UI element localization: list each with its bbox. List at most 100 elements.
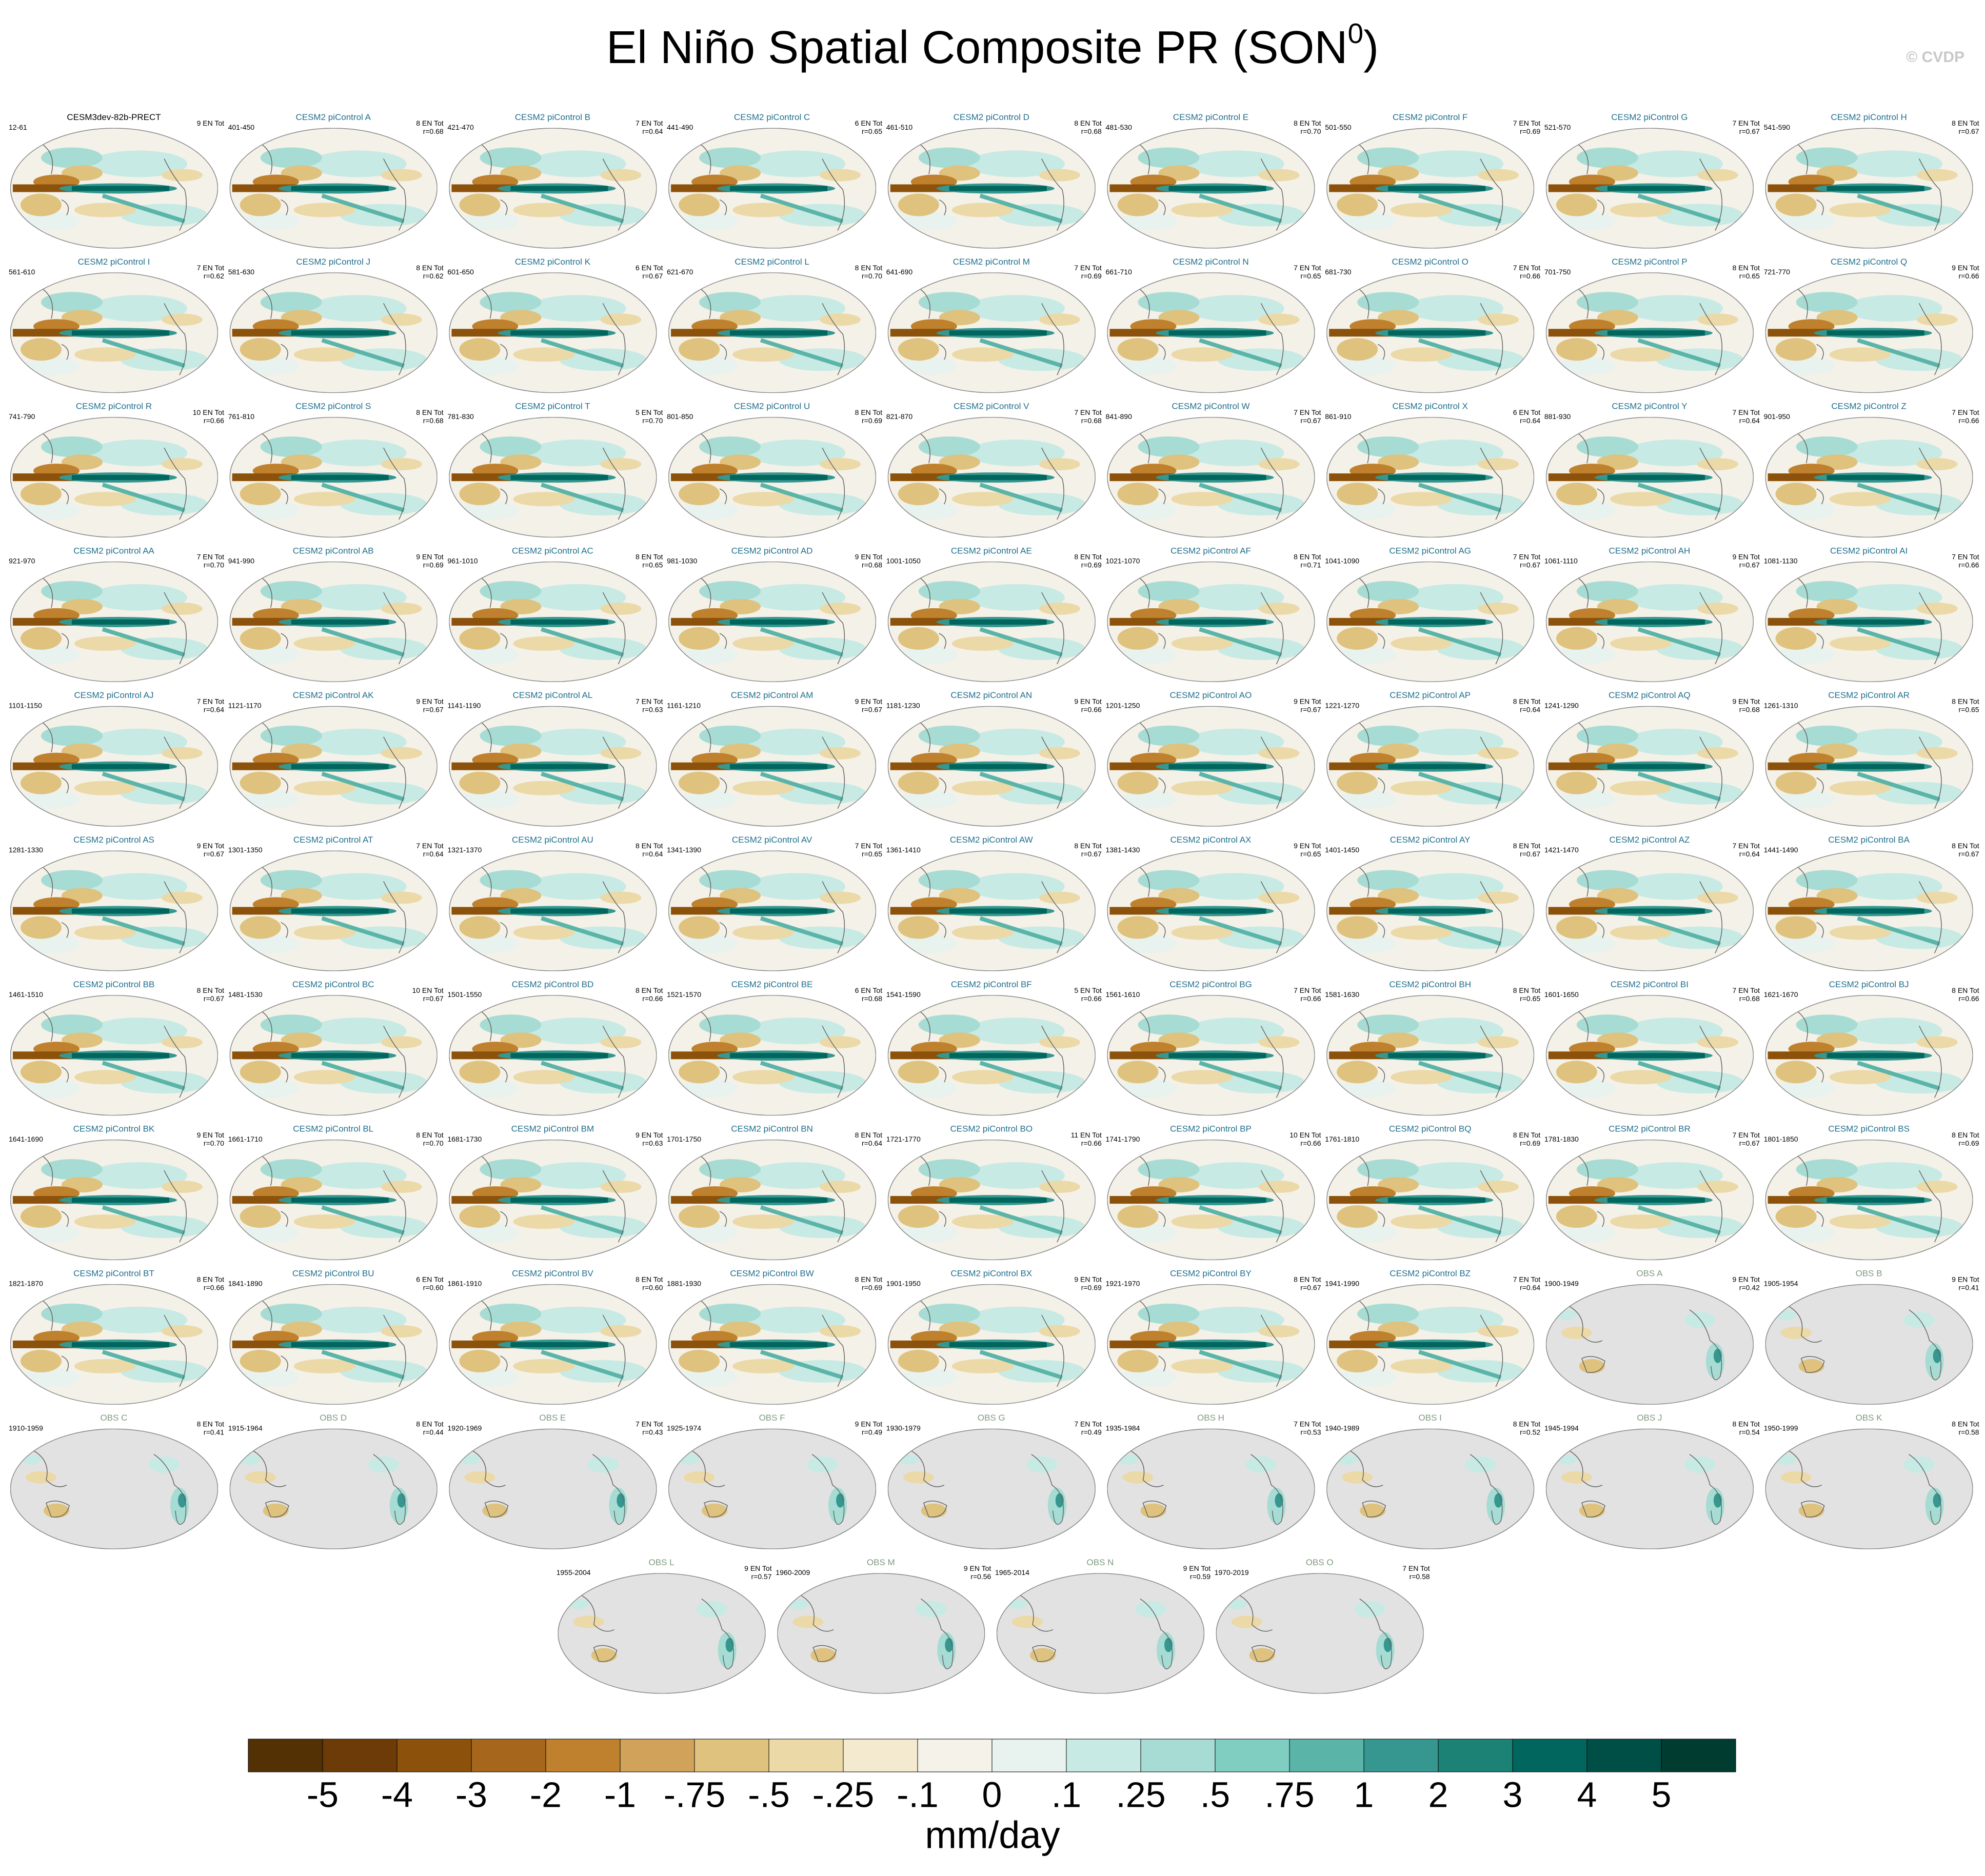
- panel-count: 9 EN Tot: [1074, 697, 1102, 705]
- panel-count: 7 EN Tot: [636, 697, 663, 705]
- panel-title: CESM2 piControl T: [515, 402, 590, 411]
- map: [1765, 1429, 1973, 1549]
- panel-r: r=0.44: [423, 1428, 444, 1436]
- panel-years: 1661-1710: [228, 1135, 263, 1143]
- map: [1546, 417, 1753, 537]
- panel-title: CESM2 piControl K: [515, 257, 591, 267]
- panel-years: 1960-2009: [776, 1568, 810, 1576]
- panel-count: 7 EN Tot: [855, 842, 883, 850]
- panel-count: 9 EN Tot: [744, 1564, 772, 1572]
- panel-years: 581-630: [228, 268, 255, 276]
- panel-title: CESM2 piControl R: [76, 402, 152, 411]
- panel-r: r=0.64: [1739, 416, 1760, 425]
- panel-count: 7 EN Tot: [1952, 408, 1979, 416]
- colorbar-box: [1363, 1739, 1439, 1772]
- panel-count: 8 EN Tot: [1074, 553, 1102, 561]
- panel-title: OBS L: [649, 1558, 674, 1567]
- panel-years: 701-750: [1544, 268, 1571, 276]
- colorbar-label: 1: [1354, 1774, 1374, 1814]
- panel-title: CESM2 piControl BS: [1828, 1124, 1910, 1134]
- panel-years: 1361-1410: [886, 846, 921, 854]
- panel-count: 6 EN Tot: [416, 1275, 444, 1284]
- map: [1546, 995, 1753, 1115]
- colorbar-box: [1512, 1739, 1587, 1772]
- panel-r: r=0.64: [1520, 416, 1540, 425]
- colorbar-label: -.25: [812, 1774, 875, 1814]
- panel-title: CESM2 piControl BF: [951, 980, 1032, 989]
- panel-count: 7 EN Tot: [636, 119, 663, 127]
- panel-years: 681-730: [1325, 268, 1352, 276]
- map: [1546, 1429, 1753, 1549]
- map: [230, 706, 437, 826]
- panel-title: CESM2 piControl S: [295, 402, 371, 411]
- panel-years: 1521-1570: [667, 990, 701, 999]
- panel-count: 8 EN Tot: [855, 264, 883, 272]
- panel-r: r=0.65: [642, 561, 663, 569]
- colorbar-label: .75: [1264, 1774, 1314, 1814]
- panel-r: r=0.64: [642, 127, 663, 135]
- panel-title: CESM2 piControl E: [1173, 112, 1248, 122]
- panel-years: 1925-1974: [667, 1424, 701, 1432]
- panel-count: 8 EN Tot: [636, 1275, 663, 1284]
- panel-count: 9 EN Tot: [1952, 264, 1979, 272]
- panel-title: OBS B: [1856, 1268, 1882, 1278]
- panel-title: OBS K: [1856, 1413, 1883, 1423]
- panel-count: 6 EN Tot: [855, 986, 883, 994]
- panel-count: 11 EN Tot: [1071, 1131, 1102, 1139]
- panel-years: 1421-1470: [1544, 846, 1579, 854]
- map: [1765, 417, 1973, 537]
- panel-title: CESM2 piControl I: [78, 257, 150, 267]
- colorbar-box: [1289, 1739, 1364, 1772]
- panel-count: 7 EN Tot: [1513, 119, 1541, 127]
- panel-r: r=0.58: [1410, 1572, 1430, 1581]
- panel-r: r=0.64: [642, 850, 663, 858]
- panel-count: 7 EN Tot: [1513, 553, 1541, 561]
- panel-title: CESM2 piControl BD: [512, 980, 594, 989]
- map: [230, 1140, 437, 1260]
- panel-r: r=0.70: [1300, 127, 1321, 135]
- panel-title: CESM2 piControl AS: [73, 835, 154, 845]
- panel-years: 881-930: [1544, 412, 1571, 421]
- panel-years: 1541-1590: [886, 990, 921, 999]
- panel-r: r=0.68: [862, 561, 882, 569]
- panel-title: CESM2 piControl Y: [1612, 402, 1687, 411]
- colorbar-label: -5: [307, 1774, 339, 1814]
- map: [888, 1140, 1095, 1260]
- panel-r: r=0.67: [423, 705, 444, 713]
- panel-title: CESM2 piControl AY: [1390, 835, 1471, 845]
- map: [449, 851, 657, 971]
- panel-r: r=0.71: [1300, 561, 1321, 569]
- panel-count: 8 EN Tot: [416, 1131, 444, 1139]
- panel-years: 961-1010: [447, 557, 478, 565]
- map: [230, 1284, 437, 1404]
- panel-r: r=0.65: [1739, 272, 1760, 280]
- panel-r: r=0.65: [862, 850, 882, 858]
- panel-count: 9 EN Tot: [416, 697, 444, 705]
- map: [888, 1429, 1095, 1549]
- panel-title: OBS A: [1636, 1268, 1663, 1278]
- panel-r: r=0.70: [642, 416, 663, 425]
- panel-r: r=0.65: [1300, 850, 1321, 858]
- panel-years: 1581-1630: [1325, 990, 1359, 999]
- panel-years: 941-990: [228, 557, 255, 565]
- panel-title: CESM2 piControl AB: [293, 546, 374, 555]
- map: [230, 417, 437, 537]
- map: [1546, 706, 1753, 826]
- panel-count: 8 EN Tot: [636, 553, 663, 561]
- panel-title: CESM2 piControl P: [1612, 257, 1687, 267]
- panel-r: r=0.67: [1300, 416, 1321, 425]
- panel-years: 1321-1370: [447, 846, 482, 854]
- colorbar-box: [843, 1739, 918, 1772]
- panel-count: 9 EN Tot: [1294, 697, 1321, 705]
- panel-title: CESM2 piControl BA: [1828, 835, 1910, 845]
- panel-r: r=0.68: [1739, 705, 1760, 713]
- panel-years: 1761-1810: [1325, 1135, 1359, 1143]
- map: [11, 706, 218, 826]
- panel-count: 8 EN Tot: [1952, 119, 1979, 127]
- panel-r: r=0.67: [423, 994, 444, 1003]
- panel-count: 8 EN Tot: [197, 1275, 225, 1284]
- panel-count: 7 EN Tot: [416, 842, 444, 850]
- colorbar-label: -.5: [748, 1774, 790, 1814]
- panel-title: CESM2 piControl J: [296, 257, 370, 267]
